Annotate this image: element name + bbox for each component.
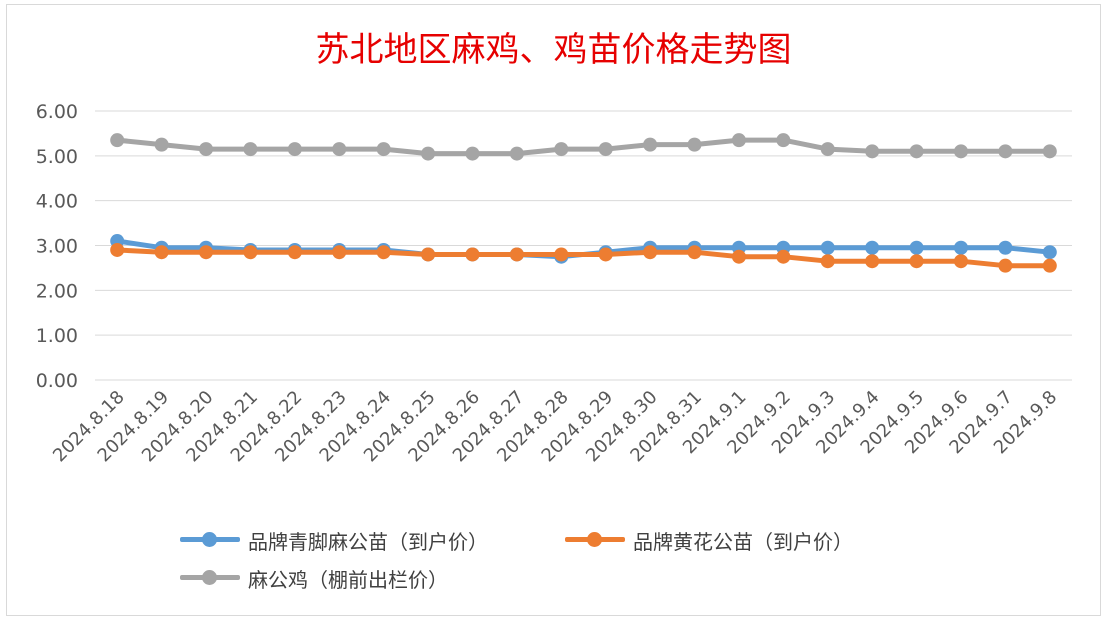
series-2-point [865,254,880,269]
series-2-point [953,254,968,269]
series-3-point [554,142,569,157]
series-2-point [243,245,258,260]
series-3-point [598,142,613,157]
series-1-point [865,240,880,255]
series-2-point [643,245,658,260]
chart-title: 苏北地区麻鸡、鸡苗价格走势图 [315,30,792,70]
series-3-point [1042,144,1057,159]
legend-label: 品牌青脚麻公苗（到户价） [248,529,488,554]
series-3-point [243,142,258,157]
series-3-point [776,133,791,148]
series-2-point [421,247,436,262]
series-1-point [953,240,968,255]
y-tick-label: 2.00 [36,280,78,302]
series-2-point [598,247,613,262]
series-2-point [465,247,480,262]
series-2-point [199,245,214,260]
series-line-2 [114,247,1053,269]
series-1-point [909,240,924,255]
series-3-point [287,142,302,157]
y-tick-label: 4.00 [36,191,78,213]
series-2-point [287,245,302,260]
series-2-point [731,249,746,264]
series-3-point [643,137,658,152]
legend-swatch [180,525,240,555]
series-3-point [687,137,702,152]
series-2-point [1042,258,1057,273]
series-2-point [820,254,835,269]
series-1-point [1042,245,1057,260]
legend-swatch [565,525,625,555]
series-3-point [509,146,524,161]
series-3-point [199,142,214,157]
series-2-point [509,247,524,262]
series-3-point [421,146,436,161]
y-tick-label: 3.00 [36,236,78,258]
y-tick-label: 6.00 [36,101,78,123]
y-tick-label: 0.00 [36,370,78,392]
series-2-point [376,245,391,260]
series-2-point [998,258,1013,273]
series-1-point [998,240,1013,255]
legend-item: 麻公鸡（棚前出栏价） [180,563,448,593]
series-1-point [820,240,835,255]
y-tick-label: 5.00 [36,146,78,168]
series-3-point [865,144,880,159]
series-3-point [909,144,924,159]
legend-label: 麻公鸡（棚前出栏价） [248,567,448,592]
y-tick-label: 1.00 [36,325,78,347]
series-3-point [110,133,125,148]
series-line-3 [114,137,1053,157]
series-3-point [465,146,480,161]
series-3-point [376,142,391,157]
series-2-point [554,247,569,262]
series-3-point [154,137,169,152]
series-3-point [998,144,1013,159]
series-2-point [110,242,125,257]
legend-label: 品牌黄花公苗（到户价） [633,529,853,554]
chart-frame [6,4,1101,616]
series-3-point [731,133,746,148]
series-2-point [909,254,924,269]
series-2-point [154,245,169,260]
series-2-point [332,245,347,260]
series-3-point [820,142,835,157]
series-2-point [776,249,791,264]
series-3-point [332,142,347,157]
legend-item: 品牌青脚麻公苗（到户价） [180,525,488,555]
series-2-point [687,245,702,260]
legend-swatch [180,563,240,593]
series-3-point [953,144,968,159]
legend-item: 品牌黄花公苗（到户价） [565,525,853,555]
